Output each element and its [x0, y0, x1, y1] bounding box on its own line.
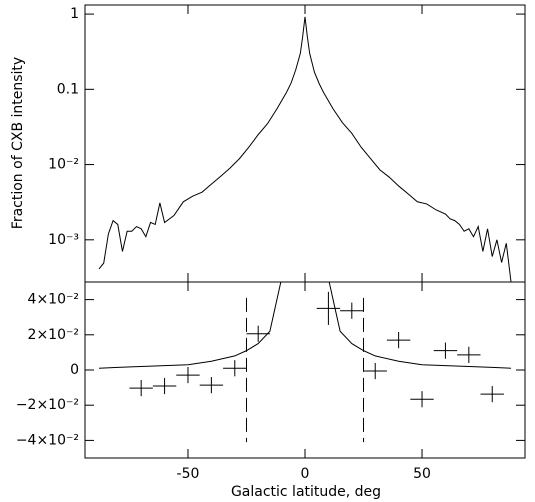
y-tick-label: 0.1 [57, 81, 79, 97]
bottom-frame [84, 281, 526, 459]
y-tick-label: 4×10⁻² [28, 292, 79, 308]
y-axis-label: Fraction of CXB intensity [10, 57, 26, 229]
y-tick-label: −2×10⁻² [16, 397, 79, 413]
y-tick-label: −4×10⁻² [16, 432, 79, 448]
y-tick-label: 2×10⁻² [28, 327, 79, 343]
data-line [98, 16, 512, 282]
x-tick-label: 0 [301, 466, 310, 482]
x-axis-label: Galactic latitude, deg [231, 484, 381, 500]
y-tick-label: 10⁻³ [48, 232, 79, 248]
y-tick-label: 1 [70, 6, 79, 22]
x-tick-label: 50 [413, 466, 431, 482]
y-tick-label: 10⁻² [48, 157, 79, 173]
x-tick-label: -50 [177, 466, 200, 482]
top-frame [84, 4, 526, 283]
y-tick-label: 0 [70, 362, 79, 378]
data-line [99, 282, 511, 369]
